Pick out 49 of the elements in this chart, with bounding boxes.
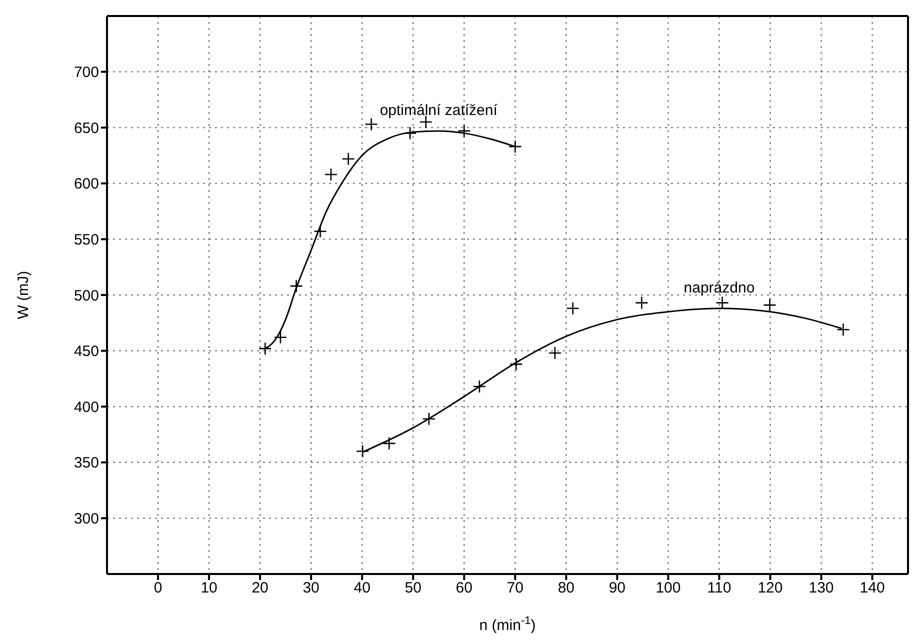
y-axis-title: W (mJ) [15,270,32,320]
point [508,140,522,154]
point [364,118,378,131]
point [258,342,272,356]
x-tick-label: 140 [860,580,885,597]
x-tick-label: 110 [707,580,732,597]
x-tick-label: 80 [558,580,575,597]
point [356,444,370,458]
point [510,358,523,371]
x-tick-label: 130 [808,580,834,597]
y-tick-label: 300 [74,510,99,528]
point [548,346,562,360]
y-tick-label: 700 [74,64,99,82]
point [566,302,580,316]
y-tick-label: 550 [74,232,99,249]
y-tick-label: 400 [74,398,99,416]
x-axis-title: n (min$^{-1}$) [479,615,536,634]
x-tick-label: 90 [608,580,626,597]
point [314,224,327,238]
point [422,412,436,426]
point [763,298,776,312]
point [472,380,486,394]
y-tick-label: 350 [74,454,99,472]
x-tick-label: 70 [506,580,524,597]
x-tick-label: 120 [758,580,783,597]
x-tick-label: 40 [354,580,370,597]
x-tick-label: 50 [404,580,422,597]
x-tick-label: 10 [200,580,218,597]
x-tick-label: 0 [154,580,162,597]
series-label: optimální zatížení [380,102,498,119]
x-tick-label: 30 [302,580,320,597]
series-label: naprázdno [684,279,755,296]
y-tick-label: 650 [74,120,99,137]
point [274,330,288,344]
point [716,296,729,310]
point [290,279,303,293]
point [635,296,648,310]
point [403,126,417,140]
point [836,322,850,336]
x-tick-label: 100 [656,580,681,597]
y-tick-label: 500 [74,287,99,304]
point [382,436,396,450]
x-tick-label: 20 [252,580,268,597]
point [342,152,355,166]
y-tick-label: 450 [74,343,99,360]
point [457,124,471,138]
x-tick-label: 60 [456,580,472,597]
point [324,168,338,182]
y-tick-label: 600 [74,176,99,193]
